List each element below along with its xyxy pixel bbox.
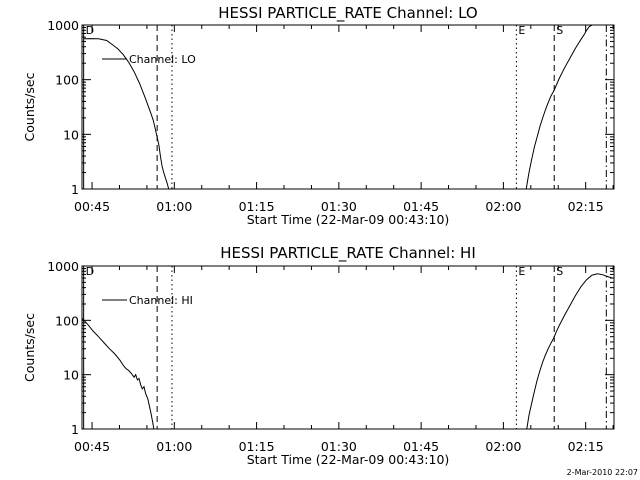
event-marker-label: D (86, 265, 94, 278)
y-tick-label: 1 (71, 422, 79, 437)
event-marker-label: S (556, 265, 563, 278)
y-tick-label: 1 (71, 182, 79, 197)
y-tick-label: 1000 (47, 259, 79, 274)
x-tick-label: 01:30 (321, 439, 357, 454)
footer-timestamp: 2-Mar-2010 22:07 (567, 468, 638, 477)
x-tick-label: 01:00 (156, 439, 192, 454)
series-line (83, 38, 170, 190)
chart-title: HESSI PARTICLE_RATE Channel: LO (218, 4, 477, 23)
x-tick-label: 01:45 (403, 439, 439, 454)
y-tick-label: 100 (55, 73, 79, 88)
x-axis-label: Start Time (22-Mar-09 00:43:10) (247, 212, 450, 227)
plot-panel-hi: HESSI PARTICLE_RATE Channel: HI 00:45 01:0… (22, 244, 615, 467)
x-tick-label: 01:00 (156, 199, 192, 214)
x-tick-label: 00:45 (74, 199, 110, 214)
series-line (81, 317, 155, 430)
y-axis-label: Counts/sec (22, 72, 37, 141)
y-tick-label: 10 (63, 368, 79, 383)
x-tick-label: 02:00 (485, 199, 521, 214)
legend-label: Channel: LO (129, 53, 196, 66)
series-line (525, 24, 613, 190)
x-tick-label: 01:15 (239, 439, 275, 454)
y-tick-label: 100 (55, 313, 79, 328)
event-marker-label: E (518, 24, 525, 37)
plot-panel-lo: HESSI PARTICLE_RATE Channel: LO 00:45 01:0… (22, 4, 615, 227)
plot-frame (81, 24, 615, 190)
x-tick-label: 02:00 (485, 439, 521, 454)
event-marker-label: S (556, 24, 563, 37)
plot-frame (81, 265, 615, 430)
event-marker-label: E (518, 265, 525, 278)
x-tick-label: 00:45 (74, 439, 110, 454)
y-axis-label: Counts/sec (22, 313, 37, 382)
series-line (526, 273, 614, 430)
x-tick-label: 02:15 (568, 439, 604, 454)
x-axis-label: Start Time (22-Mar-09 00:43:10) (247, 452, 450, 467)
x-tick-label: 01:45 (403, 199, 439, 214)
chart-title: HESSI PARTICLE_RATE Channel: HI (220, 244, 476, 263)
y-tick-label: 10 (63, 127, 79, 142)
legend-label: Channel: HI (129, 294, 193, 307)
y-tick-label: 1000 (47, 18, 79, 33)
x-tick-label: 02:15 (568, 199, 604, 214)
event-marker-label: D (86, 24, 94, 37)
x-tick-label: 01:15 (239, 199, 275, 214)
x-tick-label: 01:30 (321, 199, 357, 214)
